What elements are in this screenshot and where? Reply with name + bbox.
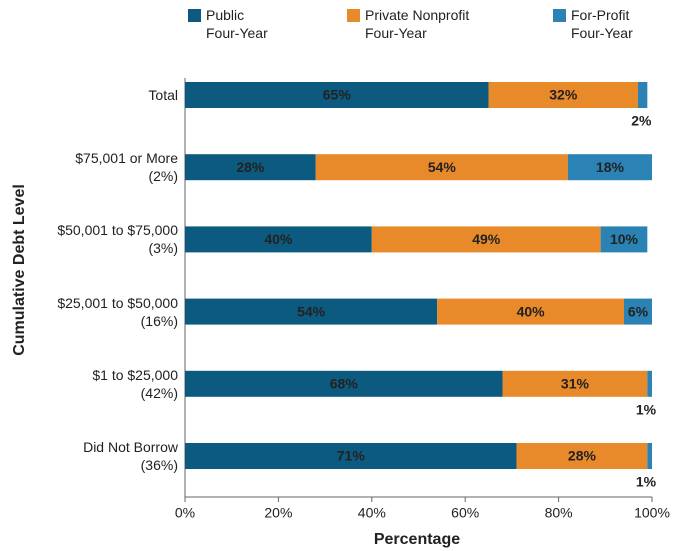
legend-label: For-Profit Four-Year (571, 7, 633, 41)
legend-swatch (347, 9, 360, 22)
y-tick-label: $50,001 to $75,000 (3%) (57, 222, 178, 257)
bar-segment (637, 82, 648, 108)
bar-segment (647, 443, 652, 469)
data-label: 71% (337, 448, 366, 464)
data-label: 31% (561, 376, 590, 392)
bar-segment (600, 226, 648, 253)
data-label: 49% (472, 231, 501, 247)
bar-segment (185, 443, 517, 469)
legend-swatch (188, 9, 201, 22)
y-axis-title: Cumulative Debt Level (11, 184, 28, 356)
y-tick-label: $25,001 to $50,000 (16%) (57, 294, 178, 329)
bar-segment (647, 370, 652, 397)
y-tick-label: $1 to $25,000 (42%) (92, 366, 178, 401)
data-label: 28% (568, 448, 597, 464)
x-tick-label: 100% (634, 505, 670, 521)
data-label: 32% (549, 87, 578, 103)
data-label: 6% (628, 303, 649, 319)
x-tick-label: 0% (175, 505, 195, 521)
bar-segment (502, 370, 648, 397)
bar-segment (623, 298, 652, 325)
bar-segment (488, 82, 638, 108)
data-label: 40% (264, 231, 293, 247)
data-label: 28% (236, 159, 265, 175)
bar-segment (185, 154, 316, 181)
data-label: 1% (636, 402, 657, 418)
x-tick-label: 80% (545, 505, 573, 521)
y-tick-label: Total (148, 87, 178, 103)
bar-segment (185, 82, 489, 108)
bar-segment (185, 226, 372, 253)
data-label: 10% (610, 231, 639, 247)
data-label: 40% (517, 303, 546, 319)
bar-segment (437, 298, 624, 325)
bar-segment (185, 370, 503, 397)
y-tick-label: Did Not Borrow (36%) (83, 439, 178, 473)
legend-swatch (553, 9, 566, 22)
x-tick-label: 60% (451, 505, 479, 521)
x-tick-label: 20% (264, 505, 292, 521)
data-label: 54% (297, 303, 326, 319)
data-label: 65% (323, 87, 352, 103)
bar-segment (185, 298, 438, 325)
data-label: 18% (596, 159, 625, 175)
data-label: 2% (631, 113, 652, 129)
data-label: 54% (428, 159, 457, 175)
bar-segment (371, 226, 601, 253)
bar-segment (315, 154, 568, 181)
y-tick-label: $75,001 or More (2%) (75, 150, 178, 185)
data-label: 68% (330, 376, 359, 392)
data-label: 1% (636, 474, 657, 490)
bar-segment (516, 443, 648, 469)
legend-label: Private Nonprofit Four-Year (365, 7, 470, 41)
legend-label: Public Four-Year (206, 7, 268, 41)
bar-segment (567, 154, 652, 181)
x-axis-title: Percentage (374, 531, 460, 548)
x-tick-label: 40% (358, 505, 386, 521)
